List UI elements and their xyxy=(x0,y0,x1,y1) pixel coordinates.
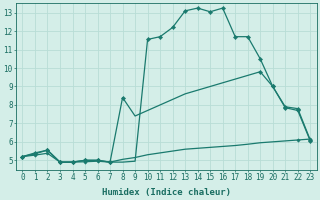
X-axis label: Humidex (Indice chaleur): Humidex (Indice chaleur) xyxy=(102,188,231,197)
